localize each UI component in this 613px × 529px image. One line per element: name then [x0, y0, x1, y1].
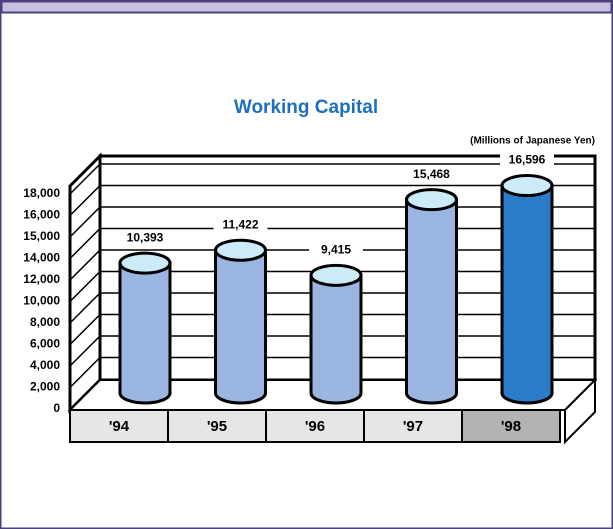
- bar-top: [214, 238, 267, 262]
- bar: [309, 263, 363, 405]
- data-label: 11,422: [222, 217, 258, 231]
- label-bg: [309, 242, 363, 259]
- bar-body: [118, 261, 172, 405]
- x-tick-label: '95: [207, 418, 227, 435]
- data-label: 16,596: [509, 153, 546, 167]
- grid-line: [69, 184, 595, 217]
- y-tick-label: 6,000: [30, 337, 60, 351]
- y-tick-label: 0: [53, 401, 60, 415]
- x-tick-label: '96: [305, 418, 325, 435]
- bar-body: [405, 198, 458, 405]
- data-label: 9,415: [321, 242, 351, 256]
- bar: [500, 174, 554, 405]
- bar: [118, 251, 172, 405]
- chart-title: Working Capital: [234, 97, 378, 118]
- base-side: [564, 377, 596, 445]
- category-cell: [265, 409, 365, 443]
- x-tick-label: '98: [501, 418, 521, 435]
- chart-subtitle: (Millions of Japanese Yen): [470, 136, 595, 147]
- y-tick-label: 8,000: [30, 315, 60, 329]
- grid-line: [69, 163, 595, 195]
- bar-body: [214, 248, 267, 405]
- data-label: 10,393: [127, 230, 164, 244]
- data-label: 15,468: [413, 167, 450, 181]
- y-tick-label: 2,000: [30, 380, 60, 394]
- x-tick-label: '94: [109, 418, 130, 435]
- label-bg: [118, 230, 172, 247]
- bar-top: [405, 188, 458, 212]
- bar: [405, 188, 458, 405]
- y-tick-label: 16,000: [23, 208, 60, 222]
- top-band: [0, 0, 613, 14]
- bar-body: [500, 184, 554, 405]
- y-tick-label: 18,000: [23, 186, 60, 200]
- label-bg: [404, 166, 459, 183]
- y-tick-label: 10,000: [23, 294, 60, 308]
- bar: [214, 238, 267, 405]
- y-tick-label: 15,000: [23, 229, 60, 243]
- y-tick-label: 4,000: [30, 358, 60, 372]
- category-cell: [363, 409, 463, 443]
- category-cell: [167, 409, 267, 443]
- bar-top: [118, 251, 172, 275]
- label-bg: [213, 217, 268, 234]
- bar-top: [309, 263, 363, 287]
- category-cell: [461, 409, 561, 443]
- bar-top: [500, 174, 554, 198]
- category-cell: [69, 409, 169, 443]
- y-tick-label: 12,000: [23, 272, 60, 286]
- x-tick-label: '97: [403, 418, 423, 435]
- y-tick-label: 14,000: [23, 251, 60, 265]
- bar-body: [309, 273, 363, 405]
- label-bg: [500, 152, 554, 169]
